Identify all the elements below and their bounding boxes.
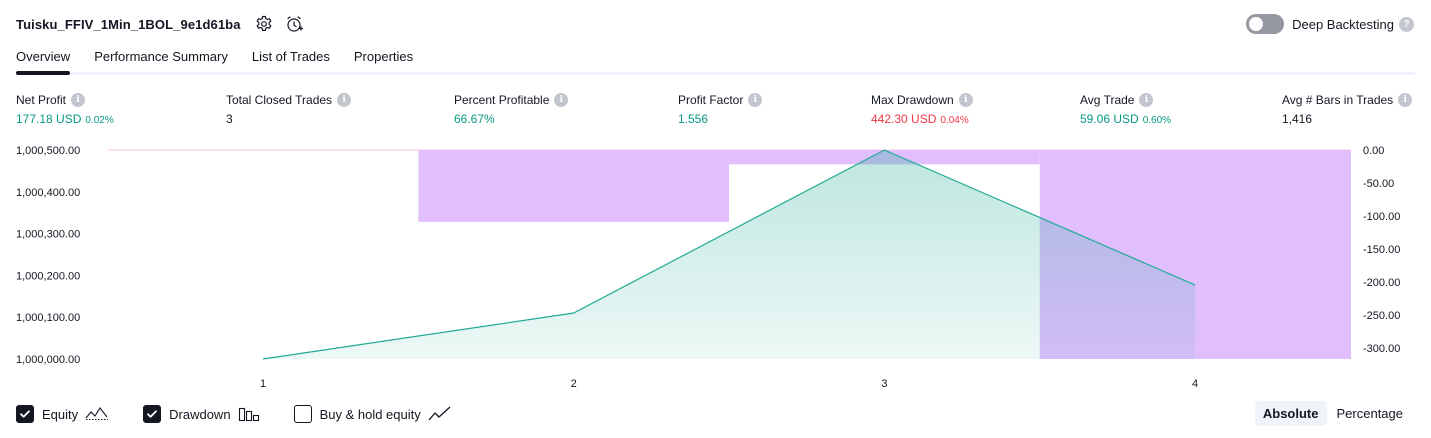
absolute-button[interactable]: Absolute — [1254, 401, 1327, 426]
strategy-header: Tuisku_FFIV_1Min_1BOL_9e1d61ba — [16, 12, 305, 36]
buy-hold-checkbox[interactable] — [293, 405, 312, 423]
deep-backtesting: Deep Backtesting ? — [1246, 12, 1414, 36]
buy-hold-line-icon — [428, 406, 452, 422]
metric-label: Profit Factor — [678, 93, 744, 107]
legend-label: Buy & hold equity — [319, 406, 421, 422]
report-tabs: Overview Performance Summary List of Tra… — [16, 48, 437, 76]
equity-drawdown-chart[interactable]: 1,000,500.00 1,000,400.00 1,000,300.00 1,00… — [0, 138, 1431, 396]
metric-label: Avg # Bars in Trades — [1282, 93, 1394, 107]
metric-label: Net Profit — [16, 93, 67, 107]
deep-backtesting-toggle[interactable] — [1246, 14, 1285, 34]
legend-label: Drawdown — [169, 406, 231, 422]
x-axis-tick-label: 1 — [260, 378, 266, 390]
metric-total-closed-trades: Total Closed Trades i 3 — [226, 93, 352, 126]
question-help-icon[interactable]: ? — [1399, 16, 1414, 32]
value-mode-switch: Absolute Percentage — [1254, 401, 1411, 426]
left-axis-tick-label: 1,000,100.00 — [16, 312, 80, 324]
legend-drawdown[interactable]: Drawdown — [143, 405, 259, 423]
metric-sub-value: 0.02% — [85, 115, 114, 126]
metric-max-drawdown: Max Drawdown i 442.30 USD 0.04% — [871, 93, 973, 126]
percentage-button[interactable]: Percentage — [1336, 406, 1404, 421]
equity-line — [262, 149, 1196, 360]
right-axis-tick-label: -50.00 — [1363, 178, 1394, 190]
metric-label: Total Closed Trades — [226, 93, 333, 107]
metric-value: 1.556 — [678, 112, 709, 126]
right-axis-tick-label: -300.00 — [1363, 343, 1400, 355]
info-icon[interactable]: i — [1398, 93, 1413, 107]
metric-net-profit: Net Profit i 177.18 USD 0.02% — [16, 93, 114, 126]
tab-properties[interactable]: Properties — [353, 49, 414, 64]
legend-label: Equity — [42, 406, 79, 422]
metric-value: 59.06 USD — [1080, 112, 1139, 126]
info-icon[interactable]: i — [337, 93, 352, 107]
drawdown-bar — [418, 150, 730, 222]
metric-value: 177.18 USD — [16, 112, 82, 126]
x-axis-tick-label: 4 — [1192, 378, 1198, 390]
right-axis-tick-label: -100.00 — [1363, 211, 1400, 223]
tab-list-of-trades[interactable]: List of Trades — [251, 49, 330, 64]
deep-backtesting-label: Deep Backtesting — [1292, 16, 1394, 32]
left-axis-tick-label: 1,000,000.00 — [16, 354, 80, 366]
metric-profit-factor: Profit Factor i 1.556 — [678, 93, 763, 126]
x-axis-tick-label: 3 — [881, 378, 887, 390]
metric-label: Percent Profitable — [454, 93, 550, 107]
metric-sub-value: 0.04% — [940, 115, 969, 126]
metric-sub-value: 0.60% — [1142, 115, 1172, 126]
equity-area — [263, 150, 1196, 359]
info-icon[interactable]: i — [71, 93, 86, 107]
info-icon[interactable]: i — [554, 93, 569, 107]
strategy-name: Tuisku_FFIV_1Min_1BOL_9e1d61ba — [16, 16, 241, 32]
equity-line-icon — [85, 406, 109, 422]
drawdown-bars-icon — [238, 406, 260, 422]
left-axis-tick-label: 1,000,300.00 — [16, 229, 80, 241]
toggle-knob — [1249, 17, 1264, 31]
metric-label: Avg Trade — [1080, 93, 1135, 107]
metric-value: 66.67% — [454, 112, 495, 126]
metric-value: 442.30 USD — [871, 112, 937, 126]
left-axis-tick-label: 1,000,200.00 — [16, 270, 80, 282]
settings-gear-icon[interactable] — [253, 13, 275, 35]
info-icon[interactable]: i — [748, 93, 763, 107]
metric-value: 3 — [226, 112, 233, 126]
tab-performance-summary[interactable]: Performance Summary — [94, 49, 228, 64]
right-axis-tick-label: -250.00 — [1363, 310, 1400, 322]
right-axis-tick-label: 0.00 — [1363, 145, 1384, 157]
metric-avg-bars-in-trades: Avg # Bars in Trades i 1,416 — [1282, 93, 1413, 126]
tabs-divider — [16, 72, 1415, 75]
legend-equity[interactable]: Equity — [16, 405, 109, 423]
metric-percent-profitable: Percent Profitable i 66.67% — [454, 93, 569, 126]
chart-legend: Equity Drawdown Buy & hold equity — [16, 403, 486, 425]
x-axis-tick-label: 2 — [571, 378, 577, 390]
left-axis-tick-label: 1,000,400.00 — [16, 187, 80, 199]
metric-label: Max Drawdown — [871, 93, 954, 107]
legend-buy-hold-equity[interactable]: Buy & hold equity — [293, 405, 452, 423]
info-icon[interactable]: i — [1139, 93, 1154, 107]
right-axis-tick-label: -150.00 — [1363, 244, 1400, 256]
tab-overview[interactable]: Overview — [16, 48, 71, 76]
info-icon[interactable]: i — [958, 93, 973, 107]
metric-value: 1,416 — [1282, 112, 1313, 126]
metrics-row: Net Profit i 177.18 USD 0.02% Total Closed… — [0, 93, 1431, 133]
drawdown-checkbox[interactable] — [143, 405, 162, 423]
left-axis-tick-label: 1,000,500.00 — [16, 145, 80, 157]
right-axis-tick-label: -200.00 — [1363, 277, 1400, 289]
equity-checkbox[interactable] — [16, 405, 34, 423]
alarm-clock-add-icon[interactable] — [283, 13, 305, 35]
metric-avg-trade: Avg Trade i 59.06 USD 0.60% — [1080, 93, 1171, 126]
